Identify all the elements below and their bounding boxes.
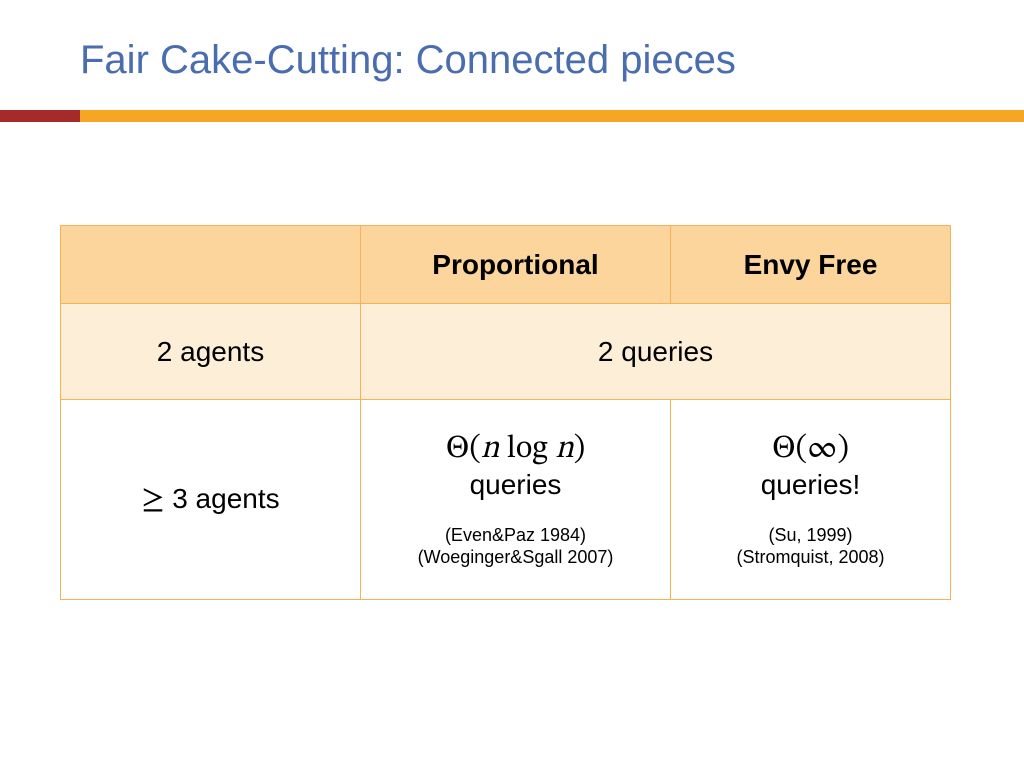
table-header-row: Proportional Envy Free [61,226,951,304]
slide-title: Fair Cake-Cutting: Connected pieces [80,38,736,83]
row-label-3-agents: ≥ 3 agents [61,400,361,600]
complexity-table: Proportional Envy Free 2 agents 2 querie… [60,225,951,600]
header-envy-free: Envy Free [671,226,951,304]
accent-rule [0,110,1024,122]
refs-proportional: (Even&Paz 1984) (Woeginger&Sgall 2007) [418,524,614,569]
unit-proportional: queries [470,469,562,500]
header-blank [61,226,361,304]
header-proportional: Proportional [361,226,671,304]
formula-infinity: Θ(∞) [772,433,849,465]
slide: Fair Cake-Cutting: Connected pieces Prop… [0,0,1024,768]
cell-2-agents-merged: 2 queries [361,304,951,400]
cell-proportional-3plus: Θ(n log n) queries (Even&Paz 1984) (Woeg… [361,400,671,600]
accent-rule-orange [80,110,1024,122]
table-row-3-agents: ≥ 3 agents Θ(n log n) queries (Even&Paz … [61,400,951,600]
accent-rule-red [0,110,80,122]
table-row-2-agents: 2 agents 2 queries [61,304,951,400]
unit-envyfree: queries! [761,469,861,500]
cell-envyfree-3plus: Θ(∞) queries! (Su, 1999) (Stromquist, 20… [671,400,951,600]
refs-envyfree: (Su, 1999) (Stromquist, 2008) [736,524,884,569]
formula-nlogn: Θ(n log n) [446,433,585,465]
row-label-2-agents: 2 agents [61,304,361,400]
